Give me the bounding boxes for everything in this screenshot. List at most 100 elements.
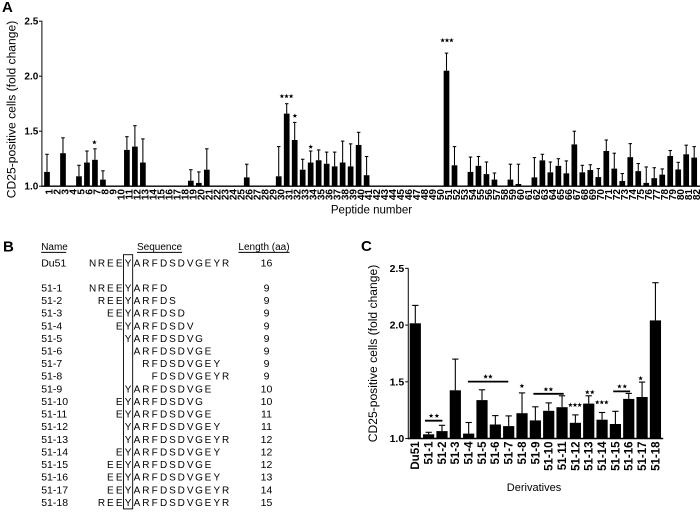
svg-text:51-11: 51-11	[557, 441, 569, 470]
svg-text:24: 24	[228, 189, 239, 201]
svg-text:E: E	[205, 359, 212, 370]
svg-text:R: R	[142, 410, 149, 421]
svg-text:D: D	[178, 372, 185, 383]
svg-text:D: D	[160, 460, 167, 471]
svg-text:D: D	[160, 334, 167, 345]
svg-text:D: D	[178, 460, 185, 471]
svg-text:51-6: 51-6	[490, 441, 502, 464]
svg-text:E: E	[205, 447, 212, 458]
svg-text:R: R	[142, 334, 149, 345]
svg-text:Y: Y	[125, 460, 132, 471]
svg-text:V: V	[187, 384, 194, 395]
svg-text:V: V	[187, 397, 194, 408]
svg-text:51-14: 51-14	[41, 446, 68, 458]
svg-text:14: 14	[261, 484, 273, 496]
svg-text:Y: Y	[125, 334, 132, 345]
svg-text:2.5: 2.5	[390, 263, 405, 275]
svg-text:R: R	[142, 422, 149, 433]
svg-text:F: F	[152, 347, 158, 358]
svg-text:2: 2	[53, 189, 64, 195]
svg-text:65: 65	[556, 189, 567, 201]
svg-text:G: G	[195, 460, 203, 471]
svg-text:V: V	[187, 321, 194, 332]
svg-text:A: A	[134, 447, 141, 458]
svg-text:V: V	[187, 435, 194, 446]
svg-text:51-15: 51-15	[610, 441, 622, 471]
svg-text:R: R	[142, 359, 149, 370]
svg-text:D: D	[178, 435, 185, 446]
svg-text:A: A	[2, 0, 13, 16]
svg-text:79: 79	[668, 189, 679, 201]
svg-text:Y: Y	[125, 473, 132, 484]
svg-text:63: 63	[540, 189, 551, 201]
svg-text:F: F	[152, 435, 158, 446]
svg-text:48: 48	[420, 189, 431, 201]
svg-text:A: A	[134, 485, 141, 496]
svg-text:51-2: 51-2	[437, 442, 449, 465]
svg-text:9: 9	[264, 358, 270, 370]
svg-text:Y: Y	[125, 485, 132, 496]
svg-text:51-5: 51-5	[41, 333, 62, 345]
svg-text:46: 46	[404, 189, 415, 201]
svg-text:S: S	[169, 372, 176, 383]
svg-text:R: R	[98, 283, 105, 294]
svg-text:55: 55	[476, 189, 487, 201]
svg-text:30: 30	[276, 189, 287, 201]
svg-text:42: 42	[372, 189, 383, 201]
svg-text:D: D	[178, 422, 185, 433]
svg-text:D: D	[160, 384, 167, 395]
svg-text:51-6: 51-6	[41, 346, 62, 358]
svg-text:74: 74	[628, 189, 639, 201]
svg-text:51-12: 51-12	[41, 421, 68, 433]
svg-text:16: 16	[164, 189, 175, 201]
svg-text:50: 50	[436, 189, 447, 201]
svg-text:59: 59	[508, 189, 519, 201]
svg-text:41: 41	[364, 189, 375, 201]
svg-text:R: R	[142, 435, 149, 446]
svg-text:51-3: 51-3	[41, 308, 62, 320]
svg-text:F: F	[152, 460, 158, 471]
svg-text:D: D	[178, 259, 185, 270]
svg-text:R: R	[98, 296, 105, 307]
svg-text:D: D	[178, 397, 185, 408]
svg-text:R: R	[142, 447, 149, 458]
svg-text:E: E	[205, 485, 212, 496]
svg-text:Du51: Du51	[410, 441, 422, 470]
svg-text:17: 17	[172, 189, 183, 201]
svg-text:R: R	[142, 498, 149, 509]
svg-text:34: 34	[308, 189, 319, 201]
svg-text:16: 16	[261, 258, 273, 270]
svg-text:E: E	[205, 372, 212, 383]
svg-text:E: E	[116, 498, 123, 509]
svg-text:72: 72	[612, 189, 623, 201]
svg-text:S: S	[169, 447, 176, 458]
svg-text:D: D	[178, 498, 185, 509]
svg-text:75: 75	[636, 189, 647, 201]
svg-text:22: 22	[212, 189, 223, 201]
svg-text:38: 38	[340, 189, 351, 201]
svg-text:S: S	[169, 410, 176, 421]
svg-text:E: E	[107, 309, 114, 320]
svg-text:Y: Y	[213, 359, 220, 370]
svg-text:S: S	[169, 384, 176, 395]
svg-text:D: D	[160, 309, 167, 320]
svg-text:Y: Y	[125, 422, 132, 433]
svg-text:51-5: 51-5	[477, 441, 489, 465]
svg-text:E: E	[116, 460, 123, 471]
svg-text:31: 31	[284, 189, 295, 201]
svg-text:58: 58	[500, 189, 511, 201]
svg-text:F: F	[152, 410, 158, 421]
svg-text:D: D	[160, 259, 167, 270]
svg-text:Y: Y	[213, 485, 220, 496]
svg-text:51-3: 51-3	[450, 442, 462, 465]
svg-text:68: 68	[580, 189, 591, 201]
svg-text:R: R	[142, 347, 149, 358]
svg-text:10: 10	[117, 189, 128, 201]
svg-text:54: 54	[468, 189, 479, 201]
svg-text:78: 78	[660, 189, 671, 201]
svg-text:49: 49	[428, 189, 439, 201]
svg-text:53: 53	[460, 189, 471, 201]
svg-text:V: V	[187, 485, 194, 496]
svg-text:Y: Y	[213, 372, 220, 383]
svg-text:G: G	[195, 485, 203, 496]
